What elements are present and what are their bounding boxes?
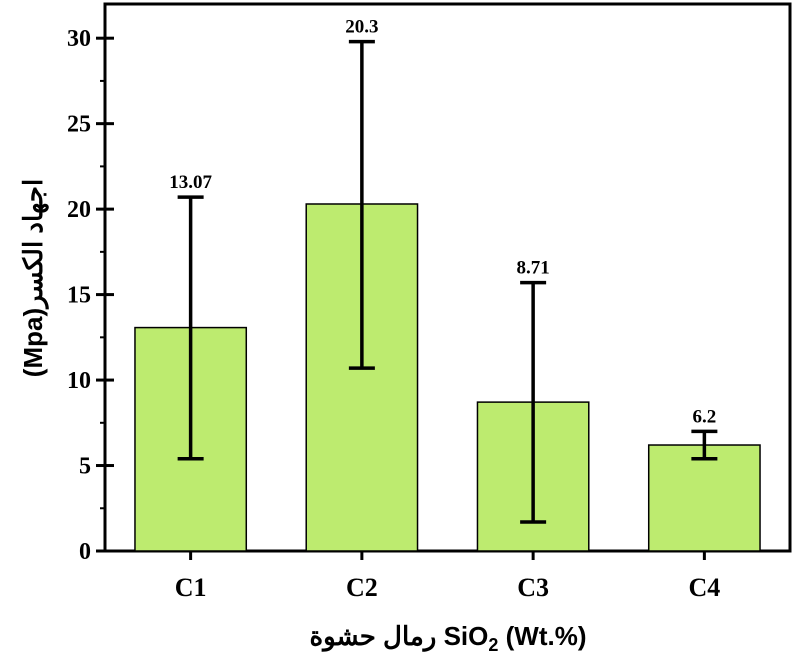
error-bars	[177, 39, 718, 524]
y-tick-label: 10	[67, 368, 91, 394]
y-tick-label: 25	[67, 112, 91, 138]
x-axis-title-unit: (Wt.%)	[498, 621, 586, 651]
bars	[134, 203, 761, 552]
x-axis-title-main: رمال حشوة SiO	[310, 621, 489, 652]
y-tick-label: 5	[79, 454, 91, 480]
data-label-c1: 13.07	[169, 172, 212, 193]
axes: 0 5 10 15 20 25 30 C1 C2 C3 C4	[67, 2, 792, 602]
data-labels: 13.07 20.3 8.71 6.2	[169, 17, 716, 428]
x-tick-label-c2: C2	[346, 573, 378, 602]
y-tick-label: 0	[79, 539, 91, 565]
data-label-c3: 8.71	[517, 258, 550, 279]
data-label-c4: 6.2	[693, 406, 717, 427]
bar-c4	[647, 444, 761, 552]
x-tick-label-c1: C1	[175, 573, 207, 602]
y-axis-title: (Mpa)اجهاد الكسر	[18, 179, 49, 377]
data-label-c2: 20.3	[345, 17, 378, 38]
y-tick-label: 20	[67, 197, 91, 223]
x-axis-title: رمال حشوة SiO2 (Wt.%)	[310, 621, 587, 655]
plot-frame	[103, 2, 792, 553]
y-tick-label: 15	[67, 283, 91, 309]
x-axis-title-subscript: 2	[488, 635, 498, 655]
y-tick-label: 30	[67, 26, 91, 52]
x-tick-label-c4: C4	[688, 573, 720, 602]
x-tick-label-c3: C3	[517, 573, 549, 602]
